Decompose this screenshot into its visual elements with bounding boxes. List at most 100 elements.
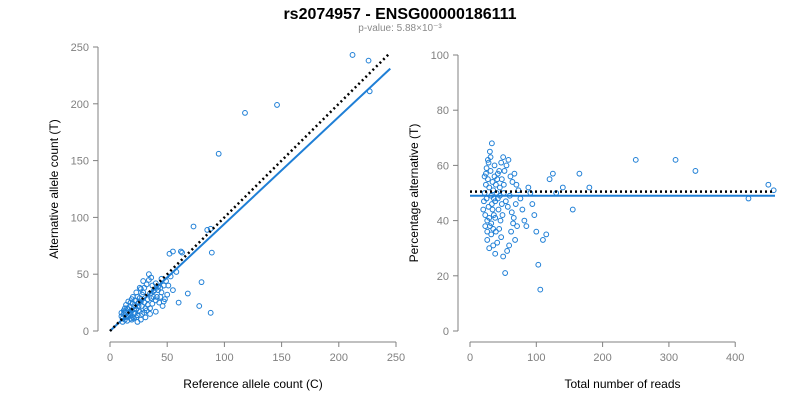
left-x-axis-title: Reference allele count (C) (183, 377, 322, 391)
right-data-point (519, 206, 526, 213)
right-data-point (488, 220, 495, 227)
right-data-point (496, 184, 503, 191)
right-data-point (491, 162, 498, 169)
right-y-tick-label: 40 (437, 216, 449, 228)
right-data-point (510, 220, 516, 227)
right-data-point (508, 228, 515, 235)
left-data-point (134, 319, 141, 325)
right-data-point (549, 170, 556, 177)
right-data-point (672, 156, 679, 163)
left-x-tick-label: 0 (107, 352, 113, 364)
right-data-point (546, 176, 553, 183)
left-data-point (164, 291, 171, 298)
right-data-point (543, 231, 550, 238)
right-data-point (529, 201, 536, 207)
right-data-point (586, 184, 593, 191)
right-x-tick-label: 100 (527, 352, 545, 364)
right-data-point (502, 198, 509, 205)
right-data-point (485, 159, 492, 166)
right-data-point (745, 195, 752, 202)
right-data-point (483, 170, 489, 177)
left-data-point (136, 284, 143, 291)
left-data-point (179, 249, 185, 256)
right-data-point (692, 168, 699, 174)
right-data-point (484, 228, 491, 235)
right-data-point (501, 168, 508, 174)
left-data-point (151, 287, 158, 294)
right-data-point (498, 234, 505, 241)
right-data-point (511, 170, 518, 177)
right-data-point (480, 206, 487, 213)
right-data-point (488, 201, 495, 207)
right-data-point (576, 170, 583, 177)
right-data-point (514, 223, 520, 230)
left-data-point (154, 294, 160, 300)
right-data-point (508, 209, 515, 216)
right-data-point (515, 187, 522, 194)
right-data-point (497, 217, 504, 224)
right-data-point (500, 154, 507, 161)
right-data-point (499, 212, 506, 218)
left-data-point (148, 295, 155, 301)
right-data-point (512, 237, 518, 243)
right-x-tick-label: 400 (726, 352, 744, 364)
right-data-point (488, 231, 495, 238)
left-data-point (155, 283, 161, 290)
right-x-tick-label: 300 (660, 352, 678, 364)
right-data-point (490, 242, 497, 249)
left-data-point (274, 102, 280, 108)
right-data-point (512, 201, 519, 207)
right-data-point (484, 237, 491, 243)
left-data-point (196, 303, 203, 309)
left-x-tick-label: 150 (272, 352, 290, 364)
right-data-point (517, 195, 524, 202)
left-data-point (132, 309, 139, 316)
left-data-point (190, 223, 197, 230)
left-data-point (158, 289, 165, 296)
right-data-point (486, 184, 493, 191)
right-data-point (483, 165, 490, 172)
left-x-tick-label: 50 (161, 352, 173, 364)
right-data-point (482, 223, 489, 230)
left-data-point (204, 226, 211, 233)
right-data-point (531, 212, 538, 218)
right-data-point (510, 214, 517, 221)
right-y-tick-label: 0 (443, 326, 449, 338)
right-data-point (521, 217, 528, 224)
right-data-point (494, 170, 501, 177)
right-data-point (485, 203, 492, 210)
left-y-axis-title: Alternative allele count (T) (47, 119, 61, 258)
left-y-tick-label: 200 (71, 99, 89, 111)
left-data-point (178, 248, 184, 255)
left-x-tick-label: 100 (215, 352, 233, 364)
right-y-axis-title: Percentage alternative (T) (407, 124, 421, 263)
right-data-point (496, 225, 503, 232)
left-y-tick-label: 0 (83, 326, 89, 338)
left-data-point (157, 294, 164, 300)
left-data-point (137, 286, 144, 292)
right-data-point (569, 206, 576, 213)
right-data-point (500, 253, 507, 260)
left-data-point (242, 109, 248, 116)
left-data-point (140, 278, 147, 284)
left-data-point (207, 309, 214, 316)
left-x-tick-label: 200 (330, 352, 348, 364)
right-x-tick-label: 200 (593, 352, 611, 364)
right-data-point (486, 245, 493, 252)
right-data-point (533, 228, 540, 235)
right-data-point (504, 248, 511, 254)
left-data-point (127, 315, 134, 322)
right-data-point (498, 201, 505, 207)
right-data-point (494, 239, 501, 246)
right-y-tick-label: 60 (437, 160, 449, 172)
left-data-point (145, 271, 152, 278)
right-data-point (504, 203, 511, 210)
right-data-point (489, 206, 496, 213)
left-data-point (184, 290, 191, 297)
right-data-point (490, 187, 497, 194)
right-data-point (486, 214, 493, 221)
right-data-point (492, 250, 499, 257)
right-data-point (483, 181, 489, 188)
right-data-point (489, 179, 496, 185)
